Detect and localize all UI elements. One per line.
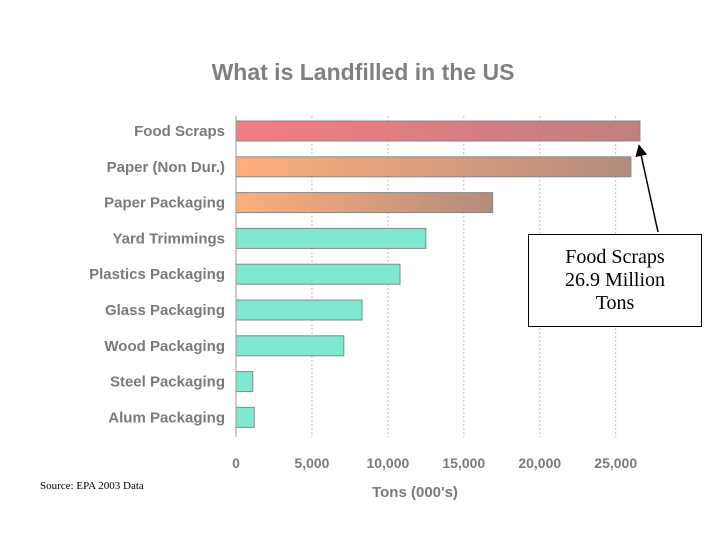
category-label: Plastics Packaging (89, 266, 225, 283)
source-note: Source: EPA 2003 Data (40, 480, 144, 492)
category-label: Steel Packaging (110, 374, 225, 391)
callout-line-1: Food Scraps (565, 246, 665, 268)
callout-line-3: Tons (595, 292, 635, 314)
callout-box: Food Scraps 26.9 Million Tons (528, 234, 702, 327)
x-tick-label: 15,000 (442, 455, 485, 471)
x-tick-labels: 0 5,000 10,000 15,000 20,000 25,000 (232, 455, 637, 471)
bar (235, 335, 345, 357)
callout-arrow (635, 144, 659, 233)
category-label: Glass Packaging (105, 302, 225, 319)
bar (235, 406, 255, 428)
x-tick-label: 20,000 (518, 455, 561, 471)
chart-title: What is Landfilled in the US (212, 59, 515, 85)
x-tick-label: 0 (232, 455, 240, 471)
x-tick-label: 25,000 (594, 455, 637, 471)
bar (235, 192, 494, 214)
category-label: Paper Packaging (104, 195, 225, 212)
x-tick-label: 5,000 (294, 455, 329, 471)
category-label: Alum Packaging (108, 409, 225, 426)
category-label: Yard Trimmings (112, 230, 225, 247)
category-label: Food Scraps (134, 123, 225, 140)
bar (235, 371, 254, 393)
category-labels: Food Scraps Paper (Non Dur.) Paper Packagi… (89, 123, 225, 426)
category-label: Paper (Non Dur.) (107, 159, 225, 176)
bar (235, 156, 632, 178)
bar (235, 227, 427, 249)
category-label: Wood Packaging (104, 338, 225, 355)
bar (235, 299, 363, 321)
bar (235, 120, 641, 142)
callout-line-2: 26.9 Million (564, 269, 665, 291)
x-tick-label: 10,000 (366, 455, 409, 471)
bar (235, 263, 401, 285)
x-axis-title: Tons (000's) (372, 484, 458, 501)
